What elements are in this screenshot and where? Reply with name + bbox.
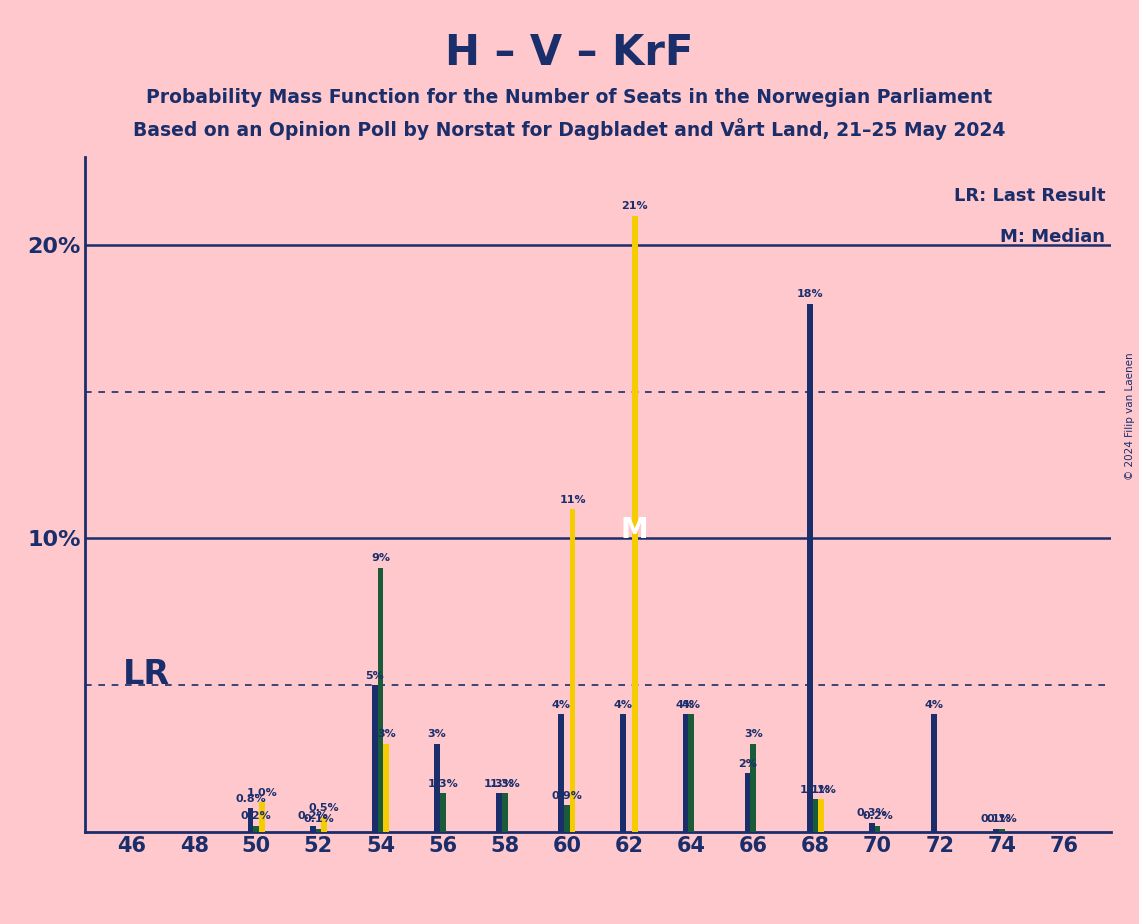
Text: 3%: 3% — [744, 729, 763, 739]
Text: © 2024 Filip van Laenen: © 2024 Filip van Laenen — [1125, 352, 1134, 480]
Bar — [682, 714, 688, 832]
Text: Probability Mass Function for the Number of Seats in the Norwegian Parliament: Probability Mass Function for the Number… — [147, 88, 992, 107]
Text: 3%: 3% — [377, 729, 395, 739]
Text: 0.3%: 0.3% — [857, 808, 887, 819]
Bar — [751, 744, 756, 832]
Bar — [372, 685, 378, 832]
Text: 21%: 21% — [622, 201, 648, 212]
Bar — [558, 714, 564, 832]
Bar — [999, 829, 1005, 832]
Bar — [378, 567, 384, 832]
Text: 1.3%: 1.3% — [490, 779, 521, 789]
Bar — [812, 799, 818, 832]
Bar — [993, 829, 999, 832]
Text: 0.2%: 0.2% — [862, 811, 893, 821]
Text: M: Median: M: Median — [1000, 228, 1105, 246]
Bar — [440, 794, 445, 832]
Text: 0.1%: 0.1% — [303, 814, 334, 824]
Bar — [688, 714, 694, 832]
Text: 1.1%: 1.1% — [805, 785, 836, 795]
Text: 4%: 4% — [925, 699, 943, 710]
Bar — [384, 744, 390, 832]
Bar — [632, 215, 638, 832]
Bar — [259, 802, 264, 832]
Bar — [248, 808, 254, 832]
Text: 4%: 4% — [551, 699, 571, 710]
Text: LR: Last Result: LR: Last Result — [953, 188, 1105, 205]
Text: 0.1%: 0.1% — [986, 814, 1017, 824]
Text: 4%: 4% — [675, 699, 695, 710]
Text: 1.0%: 1.0% — [247, 788, 277, 798]
Bar — [434, 744, 440, 832]
Bar — [570, 509, 575, 832]
Bar — [806, 304, 812, 832]
Bar — [321, 817, 327, 832]
Text: 1.3%: 1.3% — [427, 779, 458, 789]
Text: 0.5%: 0.5% — [309, 803, 339, 812]
Bar — [502, 794, 508, 832]
Bar — [316, 829, 321, 832]
Text: 0.9%: 0.9% — [551, 791, 582, 801]
Text: Based on an Opinion Poll by Norstat for Dagbladet and Vårt Land, 21–25 May 2024: Based on an Opinion Poll by Norstat for … — [133, 118, 1006, 140]
Text: LR: LR — [123, 658, 170, 691]
Bar — [869, 822, 875, 832]
Text: 0.2%: 0.2% — [297, 811, 328, 821]
Bar — [621, 714, 626, 832]
Text: 3%: 3% — [427, 729, 446, 739]
Bar — [818, 799, 823, 832]
Text: 0.8%: 0.8% — [236, 794, 265, 804]
Text: 4%: 4% — [681, 699, 700, 710]
Bar — [875, 826, 880, 832]
Text: 0.1%: 0.1% — [981, 814, 1011, 824]
Text: M: M — [621, 517, 648, 544]
Bar — [497, 794, 502, 832]
Text: 1.1%: 1.1% — [800, 785, 830, 795]
Text: 9%: 9% — [371, 553, 390, 564]
Text: 2%: 2% — [738, 759, 757, 769]
Text: 5%: 5% — [366, 671, 384, 681]
Text: H – V – KrF: H – V – KrF — [445, 32, 694, 74]
Bar — [310, 826, 316, 832]
Text: 4%: 4% — [614, 699, 633, 710]
Text: 18%: 18% — [796, 289, 823, 299]
Bar — [253, 826, 259, 832]
Bar — [745, 773, 751, 832]
Bar — [564, 805, 570, 832]
Text: 0.2%: 0.2% — [241, 811, 271, 821]
Bar — [931, 714, 937, 832]
Text: 11%: 11% — [559, 494, 585, 505]
Text: 1.3%: 1.3% — [484, 779, 515, 789]
